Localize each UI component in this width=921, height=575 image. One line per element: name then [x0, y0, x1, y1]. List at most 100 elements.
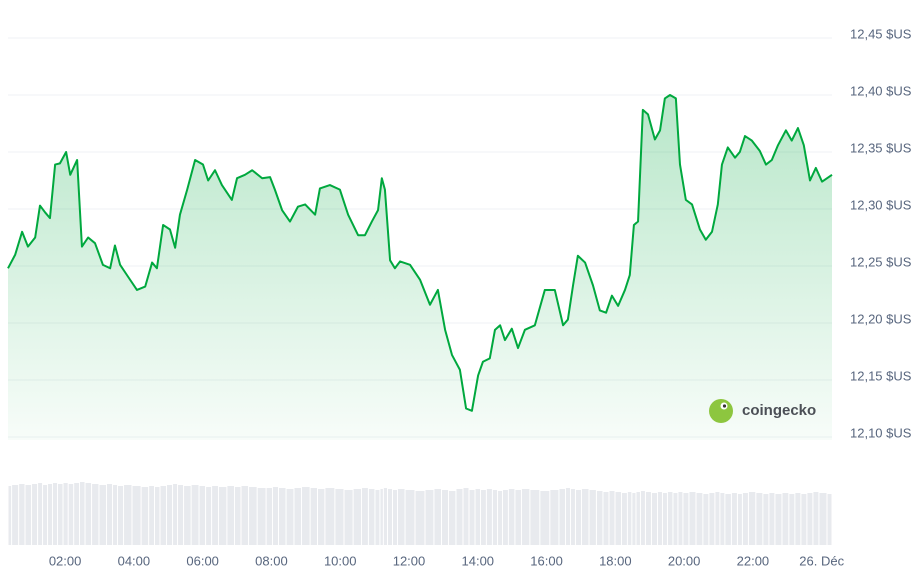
volume-bar: [565, 488, 570, 545]
volume-bar: [819, 493, 827, 545]
volume-bar: [206, 487, 212, 545]
y-tick-label: 12,45 $US: [850, 26, 912, 41]
y-tick-label: 12,10 $US: [850, 425, 912, 440]
volume-bar: [662, 493, 667, 545]
volume-bar: [657, 492, 662, 545]
volume-bar: [481, 490, 486, 545]
volume-bar: [8, 486, 12, 545]
volume-bar: [570, 489, 575, 545]
volume-bar: [155, 487, 160, 545]
volume-bar: [257, 488, 266, 545]
volume-bar: [515, 490, 521, 545]
volume-bar: [731, 493, 737, 545]
volume-bar: [615, 492, 622, 545]
volume-bar: [124, 485, 132, 545]
volume-bar: [353, 489, 362, 545]
volume-bar: [645, 492, 651, 545]
volume-bar: [775, 494, 782, 545]
volume-bar: [715, 492, 720, 545]
volume-bar: [12, 485, 19, 545]
volume-bar: [43, 485, 48, 545]
volume-bar: [456, 489, 463, 545]
volume-bar: [640, 491, 645, 545]
y-tick-label: 12,40 $US: [850, 83, 912, 98]
y-tick-label: 12,25 $US: [850, 254, 912, 269]
volume-bars: [8, 482, 832, 545]
volume-bar: [25, 485, 32, 545]
volume-bar: [368, 489, 375, 545]
volume-bar: [720, 493, 725, 545]
volume-bar: [375, 490, 380, 545]
volume-bar: [807, 493, 813, 545]
volume-bar: [795, 493, 801, 545]
volume-bar: [167, 485, 173, 545]
volume-bar: [683, 493, 689, 545]
volume-bar: [278, 488, 286, 545]
volume-bar: [769, 493, 775, 545]
volume-bar: [85, 483, 92, 545]
volume-bar: [302, 487, 310, 545]
x-tick-label: 02:00: [49, 553, 82, 568]
volume-bar: [32, 484, 38, 545]
axes: 12,45 $US 12,40 $US 12,35 $US 12,30 $US 12,2…: [49, 26, 912, 568]
volume-bar: [249, 487, 257, 545]
volume-bar: [80, 482, 85, 545]
volume-bar: [801, 494, 807, 545]
x-tick-label: 14:00: [462, 553, 495, 568]
x-tick-label: 06:00: [186, 553, 219, 568]
volume-bar: [58, 484, 63, 545]
volume-bar: [335, 489, 344, 545]
volume-bar: [709, 493, 715, 545]
volume-bar: [141, 487, 149, 545]
volume-bar: [392, 490, 397, 545]
volume-bar: [425, 490, 434, 545]
volume-bar: [191, 485, 199, 545]
volume-bar: [636, 492, 640, 545]
volume-bar: [508, 489, 515, 545]
volume-bar: [678, 492, 683, 545]
x-tick-label: 10:00: [324, 553, 357, 568]
volume-bar: [589, 490, 596, 545]
volume-bar: [344, 490, 353, 545]
y-tick-label: 12,35 $US: [850, 140, 912, 155]
volume-bar: [48, 484, 53, 545]
price-line: [7, 94, 833, 412]
volume-bar: [609, 491, 615, 545]
volume-bar: [380, 489, 383, 545]
volume-bar: [286, 489, 294, 545]
x-tick-label: 08:00: [255, 553, 288, 568]
watermark-text: coingecko: [742, 402, 816, 419]
volume-bar: [667, 492, 673, 545]
logo: [709, 399, 733, 423]
volume-bar: [234, 487, 241, 545]
volume-bar: [173, 484, 178, 545]
x-tick-label: 18:00: [599, 553, 632, 568]
volume-bar: [184, 486, 191, 545]
volume-bar: [449, 491, 456, 545]
price-area: [8, 95, 832, 440]
volume-bar: [696, 493, 703, 545]
volume-bar: [113, 485, 118, 545]
volume-bar: [383, 488, 388, 545]
x-tick-label: 22:00: [737, 553, 770, 568]
volume-bar: [469, 490, 475, 545]
volume-bar: [486, 489, 492, 545]
volume-bar: [813, 492, 819, 545]
x-tick-label: 16:00: [530, 553, 563, 568]
volume-bar: [756, 493, 763, 545]
volume-bar: [74, 483, 80, 545]
volume-bar: [789, 494, 795, 545]
volume-bar: [632, 493, 636, 545]
volume-bar: [492, 490, 498, 545]
volume-bar: [118, 486, 124, 545]
volume-bar: [272, 487, 278, 545]
volume-bar: [178, 485, 184, 545]
volume-bar: [362, 488, 368, 545]
x-tick-label: 12:00: [393, 553, 426, 568]
watermark: coingecko: [709, 399, 816, 423]
volume-bar: [596, 491, 603, 545]
volume-bar: [703, 494, 709, 545]
volume-bar: [627, 492, 632, 545]
volume-bar: [622, 493, 627, 545]
